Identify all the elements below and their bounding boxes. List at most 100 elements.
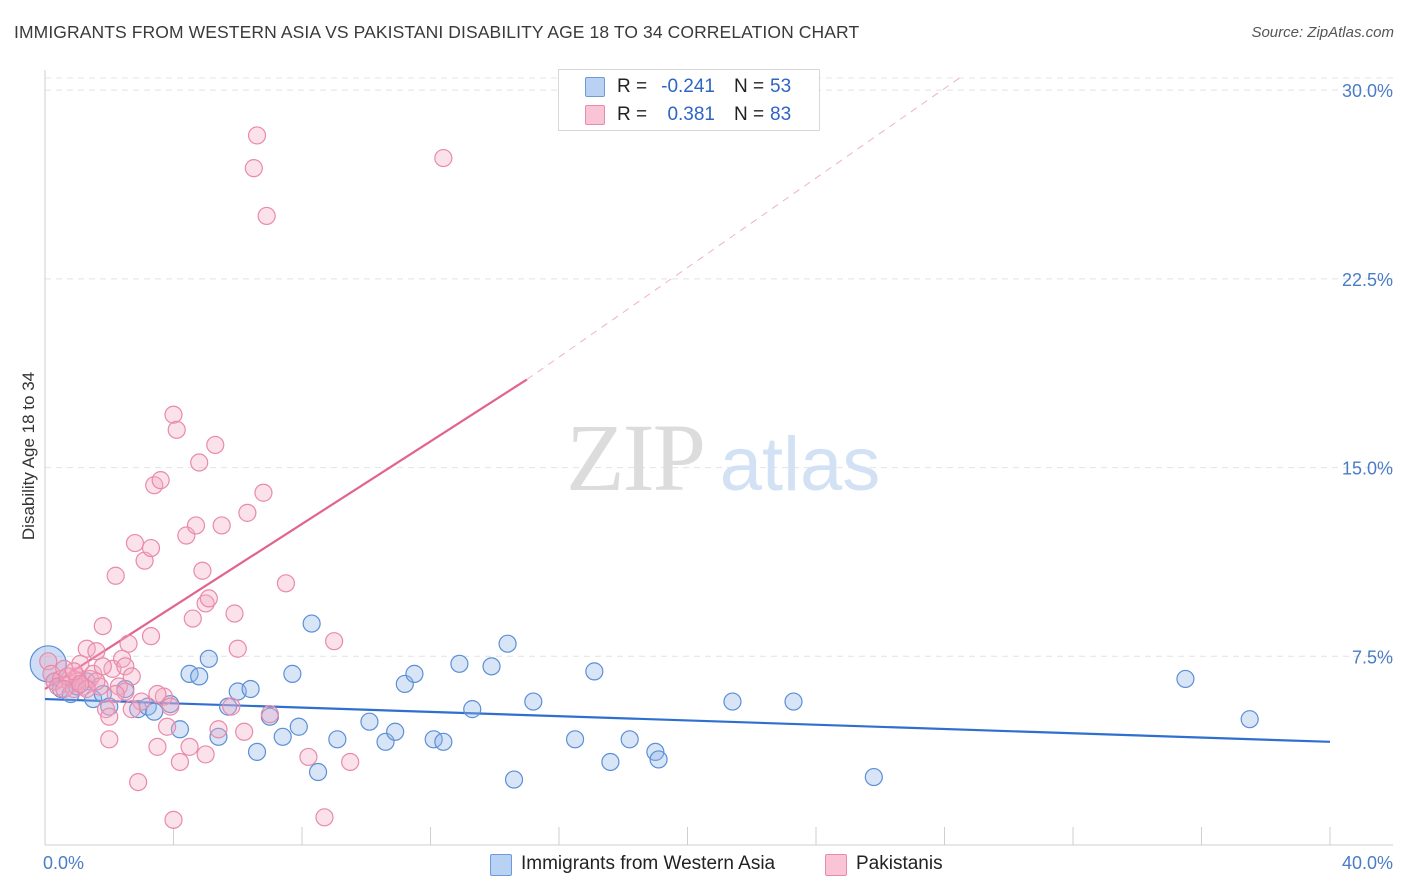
scatter-point-series-0 [434,732,453,751]
scatter-point-series-1 [164,405,183,424]
scatter-point-series-0 [199,649,218,668]
scatter-point-series-0 [360,712,379,731]
scatter-point-series-1 [341,752,360,772]
scatter-point-series-1 [193,561,212,580]
scatter-point-series-1 [100,707,119,726]
scatter-point-series-0 [482,657,501,676]
scatter-point-series-1 [106,684,125,704]
scatter-point-series-1 [183,609,202,628]
scatter-point-series-1 [257,206,276,226]
legend-n-value: 53 [770,76,792,97]
scatter-point-series-1 [225,604,244,623]
scatter-point-series-1 [151,471,170,490]
scatter-point-series-0 [504,770,524,789]
scatter-point-series-0 [498,634,517,653]
trend-line-series-1 [44,378,528,690]
series-legend-label: Pakistanis [856,853,943,874]
scatter-point-series-1 [228,639,247,658]
scatter-point-series-1 [125,533,145,553]
scatter-point-series-1 [206,435,225,455]
scatter-point-series-0 [864,767,883,787]
scatter-point-series-1 [434,148,453,168]
x-tick-label-min: 0.0% [43,853,84,873]
scatter-point-series-1 [141,627,161,646]
scatter-point-series-0 [241,679,260,699]
scatter-point-series-0 [283,664,302,683]
scatter-point-series-0 [463,700,482,719]
scatter-point-series-1 [167,420,186,439]
y-tick-label: 30.0% [1342,81,1393,101]
scatter-point-series-1 [196,594,215,613]
scatter-point-series-1 [222,697,241,716]
scatter-point-series-0 [289,717,308,736]
y-tick-label: 7.5% [1352,647,1393,667]
scatter-point-series-1 [238,503,257,522]
scatter-point-series-0 [450,654,469,673]
scatter-point-series-1 [148,737,167,756]
scatter-point-series-1 [157,717,177,736]
scatter-point-series-1 [196,745,215,764]
legend-r-value: 0.381 [667,104,715,125]
scatter-point-series-0 [524,692,543,711]
series-legend-label: Immigrants from Western Asia [521,853,776,874]
scatter-point-series-1 [325,632,344,651]
scatter-point-series-1 [190,453,209,472]
y-tick-labels: 7.5% 15.0% 22.5% 30.0% [1342,81,1393,667]
scatter-point-series-1 [119,634,138,653]
scatter-point-series-0 [273,727,292,746]
scatter-point-series-1 [299,747,318,767]
scatter-point-series-1 [212,516,231,535]
scatter-point-series-1 [132,692,151,711]
scatter-point-series-1 [100,730,119,749]
legend-r-label: R = [617,76,648,97]
scatter-point-series-1 [93,616,112,636]
scatter-point-series-0 [386,722,405,741]
scatter-point-series-0 [247,742,267,761]
points-layer [29,126,1259,829]
scatter-point-series-1 [180,737,199,756]
scatter-point-series-1 [260,705,279,724]
scatter-point-series-0 [1176,669,1195,689]
scatter-point-series-0 [405,664,424,683]
scatter-point-series-1 [315,808,334,827]
legend-swatch-blue [585,77,605,97]
scatter-point-series-0 [328,730,347,749]
scatter-point-series-1 [116,657,135,676]
scatter-point-series-0 [723,692,742,711]
legend-n-label: N = [734,76,765,97]
legend-r-label: R = [617,104,648,125]
correlation-legend: R = -0.241 N = 53 R = 0.381 N = 83 [558,69,820,131]
scatter-point-series-1 [186,516,206,535]
watermark-zip: ZIP [566,404,704,511]
scatter-point-series-1 [106,566,125,585]
scatter-point-series-0 [1240,710,1259,729]
scatter-point-series-1 [235,722,254,741]
legend-n-value: 83 [770,104,792,125]
scatter-point-series-0 [565,730,585,749]
scatter-point-series-1 [71,654,90,673]
legend-swatch-pink [585,105,605,125]
scatter-point-series-1 [244,159,263,178]
scatter-point-series-0 [209,727,228,746]
scatter-point-series-1 [93,657,112,676]
scatter-point-series-0 [601,752,620,772]
legend-row-western-asia: R = -0.241 N = 53 [559,73,819,101]
trend-layer [44,74,1331,743]
scatter-point-series-0 [649,750,668,769]
scatter-point-series-0 [784,692,803,711]
scatter-point-series-1 [87,642,106,661]
legend-n-label: N = [734,104,765,125]
scatter-point-series-1 [129,772,148,792]
scatter-point-series-1 [254,483,273,502]
scatter-point-series-1 [170,752,190,772]
series-legend: Immigrants from Western Asia Pakistanis [0,852,1406,878]
y-tick-label: 15.0% [1342,459,1393,479]
scatter-point-series-1 [71,674,90,694]
scatter-point-series-1 [247,126,267,145]
scatter-point-series-1 [141,538,161,558]
scatter-point-series-1 [148,684,167,704]
watermark-atlas: atlas [720,422,881,507]
scatter-point-series-0 [585,662,604,681]
scatter-point-series-1 [122,700,141,719]
